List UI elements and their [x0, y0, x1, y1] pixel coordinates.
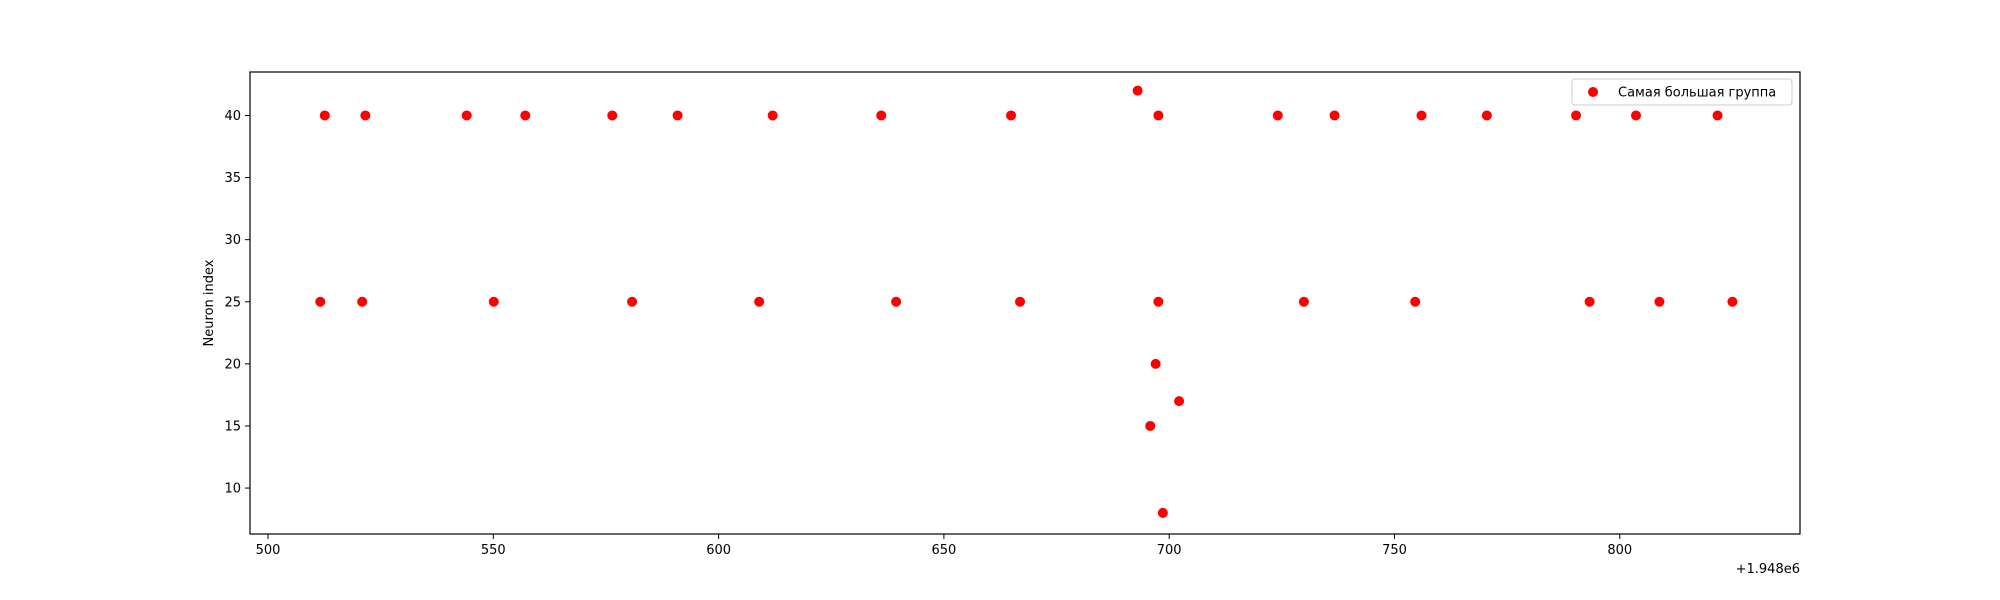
x-tick-label: 700 [1157, 543, 1182, 558]
data-point [1132, 85, 1143, 96]
x-tick-label: 500 [256, 543, 281, 558]
y-tick-label: 10 [224, 482, 241, 497]
data-point [1571, 110, 1582, 121]
data-point [607, 110, 618, 121]
data-point [1712, 110, 1723, 121]
legend-box [1571, 78, 1793, 106]
data-point [1006, 110, 1017, 121]
y-tick-label: 35 [224, 171, 241, 186]
axis-ticks: 500 550 600 650 700 750 800 10 15 20 25 30 35 40 [224, 109, 1632, 558]
data-point [360, 110, 371, 121]
data-point [767, 110, 778, 121]
data-point [1727, 296, 1738, 307]
data-point [520, 110, 531, 121]
data-point [1015, 296, 1026, 307]
y-tick-label: 15 [224, 419, 241, 434]
data-point [461, 110, 472, 121]
data-points [315, 85, 1738, 518]
data-point [1157, 507, 1168, 518]
legend-label: Самая большая группа [1618, 86, 1776, 101]
data-point [1272, 110, 1283, 121]
data-point [876, 110, 887, 121]
x-tick-label: 550 [481, 543, 506, 558]
legend-marker [1588, 87, 1598, 97]
data-point [627, 296, 638, 307]
x-tick-label: 800 [1607, 543, 1632, 558]
data-point [1654, 296, 1665, 307]
data-point [357, 296, 368, 307]
y-tick-label: 20 [224, 357, 241, 372]
data-point [1481, 110, 1492, 121]
x-tick-label: 650 [931, 543, 956, 558]
y-axis-label: Neuron index [202, 259, 217, 346]
data-point [891, 296, 902, 307]
data-point [315, 296, 326, 307]
y-tick-label: 30 [224, 233, 241, 248]
data-point [754, 296, 765, 307]
data-point [1298, 296, 1309, 307]
data-point [1416, 110, 1427, 121]
data-point [1584, 296, 1595, 307]
data-point [1153, 110, 1164, 121]
y-tick-label: 40 [224, 109, 241, 124]
data-point [1630, 110, 1641, 121]
data-point [488, 296, 499, 307]
x-tick-label: 750 [1382, 543, 1407, 558]
data-point [672, 110, 683, 121]
data-point [1174, 396, 1185, 407]
data-point [1150, 358, 1161, 369]
x-offset-label: +1.948e6 [1736, 562, 1800, 577]
y-tick-label: 25 [224, 295, 241, 310]
x-tick-label: 600 [706, 543, 731, 558]
plot-frame [249, 71, 1801, 535]
legend: Самая большая группа [1571, 78, 1793, 106]
data-point [1153, 296, 1164, 307]
data-point [1145, 420, 1156, 431]
data-point [1329, 110, 1340, 121]
plot-area [250, 72, 1800, 534]
data-point [1410, 296, 1421, 307]
data-point [319, 110, 330, 121]
